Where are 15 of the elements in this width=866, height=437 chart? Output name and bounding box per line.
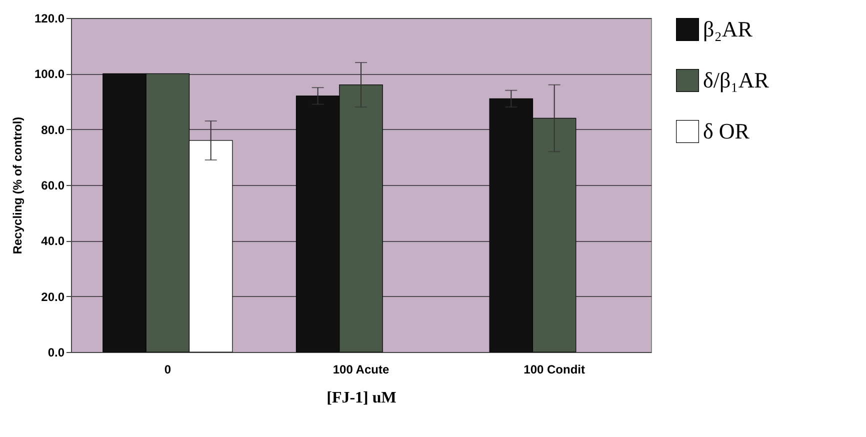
legend-label: β₂AR xyxy=(703,16,753,42)
legend-label: δ/β₁AR xyxy=(703,68,770,92)
x-tick-label: 0 xyxy=(164,362,172,376)
y-tick-label: 60.0 xyxy=(41,178,65,192)
y-axis-title: Recycling (% of control) xyxy=(10,116,24,254)
y-tick-label: 80.0 xyxy=(41,122,65,137)
y-tick-label: 0.0 xyxy=(48,346,65,360)
x-tick-label: 100 Acute xyxy=(332,362,390,376)
x-axis-title: [FJ-1] uM xyxy=(326,390,396,406)
x-tick-label: 100 Condit xyxy=(524,362,586,376)
y-tick-label: 100.0 xyxy=(34,67,65,82)
y-tick-label: 20.0 xyxy=(41,290,65,304)
y-tick-label: 40.0 xyxy=(41,234,65,248)
legend-label: δ OR xyxy=(703,118,750,144)
y-tick-label: 120.0 xyxy=(34,12,65,26)
